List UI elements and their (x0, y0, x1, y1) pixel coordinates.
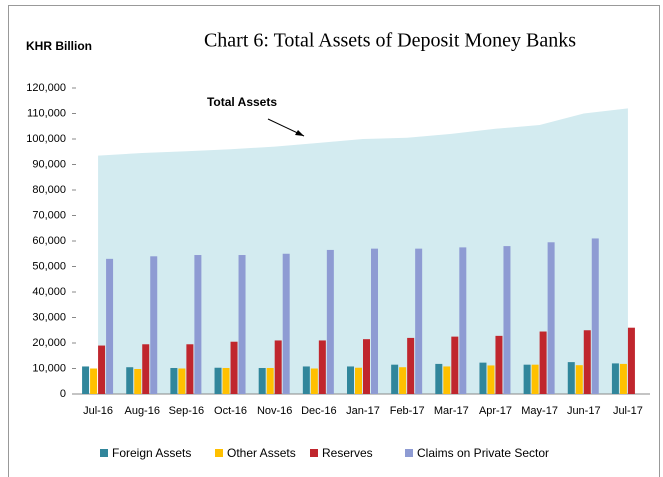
bar (371, 248, 378, 394)
bar (310, 368, 318, 394)
x-tick-label: Dec-16 (301, 405, 336, 417)
bar (214, 367, 222, 394)
bar (583, 330, 591, 394)
bar (391, 364, 399, 394)
y-tick-label: 110,000 (27, 107, 66, 119)
bar (495, 335, 503, 394)
y-tick-label: 70,000 (32, 209, 66, 221)
bar (503, 246, 511, 394)
bar (186, 344, 194, 394)
y-tick-label: 90,000 (32, 158, 66, 170)
bar (407, 337, 415, 394)
bar (347, 366, 354, 394)
bar (355, 367, 362, 394)
x-tick-label: Jul-16 (83, 405, 113, 417)
legend-label: Other Assets (227, 446, 296, 460)
legend-swatch (100, 449, 108, 457)
x-tick-label: Mar-17 (434, 405, 469, 417)
y-tick-label: 40,000 (32, 286, 66, 298)
bar (451, 336, 459, 394)
y-tick-label: 100,000 (26, 133, 66, 145)
x-tick-label: May-17 (521, 405, 558, 417)
bar (539, 331, 547, 394)
bar (230, 341, 238, 394)
x-tick-label: Oct-16 (214, 405, 247, 417)
bar (142, 344, 150, 394)
frame (8, 5, 660, 477)
bar (399, 367, 407, 394)
annotation: Total Assets (207, 95, 277, 109)
legend-label: Claims on Private Sector (417, 446, 549, 460)
bar (611, 363, 619, 394)
bar (258, 367, 266, 394)
bar (479, 362, 487, 394)
x-tick-label: Aug-16 (124, 405, 159, 417)
bar (170, 367, 178, 394)
y-tick-label: 20,000 (32, 337, 66, 349)
chart-title: Chart 6: Total Assets of Deposit Money B… (204, 30, 576, 52)
legend-label: Reserves (322, 446, 373, 460)
bar (591, 238, 599, 394)
bar (326, 249, 334, 394)
bar (134, 369, 142, 394)
x-tick-label: Jan-17 (346, 405, 380, 417)
bar (82, 366, 90, 394)
y-tick-label: 30,000 (32, 311, 66, 323)
legend-swatch (215, 449, 223, 457)
bar (106, 258, 114, 394)
x-tick-label: Jun-17 (567, 405, 601, 417)
legend-label: Foreign Assets (112, 446, 191, 460)
y-tick-label: 10,000 (32, 362, 66, 374)
bar (627, 327, 635, 394)
y-tick-label: 120,000 (26, 82, 66, 94)
bar (443, 366, 451, 394)
x-tick-label: Nov-16 (257, 405, 292, 417)
bar (415, 248, 423, 394)
bar (435, 363, 443, 394)
bar (90, 368, 98, 394)
bar (282, 253, 290, 394)
bar (274, 340, 282, 394)
total-assets-area (98, 108, 628, 395)
bar (194, 255, 202, 394)
bar (575, 365, 583, 394)
bar (619, 363, 627, 394)
legend-swatch (310, 449, 318, 457)
x-tick-label: Sep-16 (169, 405, 204, 417)
bar (459, 247, 467, 394)
y-tick-label: 60,000 (32, 235, 66, 247)
bar (523, 364, 531, 394)
bar (302, 366, 310, 394)
bar (318, 340, 326, 394)
bar (238, 255, 246, 394)
bar (363, 339, 370, 394)
bar (266, 367, 274, 394)
bar (487, 365, 495, 394)
x-tick-label: Apr-17 (479, 405, 512, 417)
y-tick-label: 80,000 (32, 184, 66, 196)
legend-swatch (405, 449, 413, 457)
bar (98, 345, 106, 394)
bar (126, 367, 134, 394)
y-tick-label: 0 (60, 388, 66, 400)
y-axis-label: KHR Billion (26, 39, 92, 53)
arrow-head (295, 130, 304, 136)
x-tick-label: Feb-17 (390, 405, 425, 417)
bar (547, 242, 555, 394)
bar (150, 256, 158, 394)
y-tick-label: 50,000 (32, 260, 66, 272)
bar (222, 367, 230, 394)
bar (531, 364, 539, 394)
bar (178, 368, 186, 394)
bar (567, 362, 575, 394)
x-tick-label: Jul-17 (613, 405, 643, 417)
